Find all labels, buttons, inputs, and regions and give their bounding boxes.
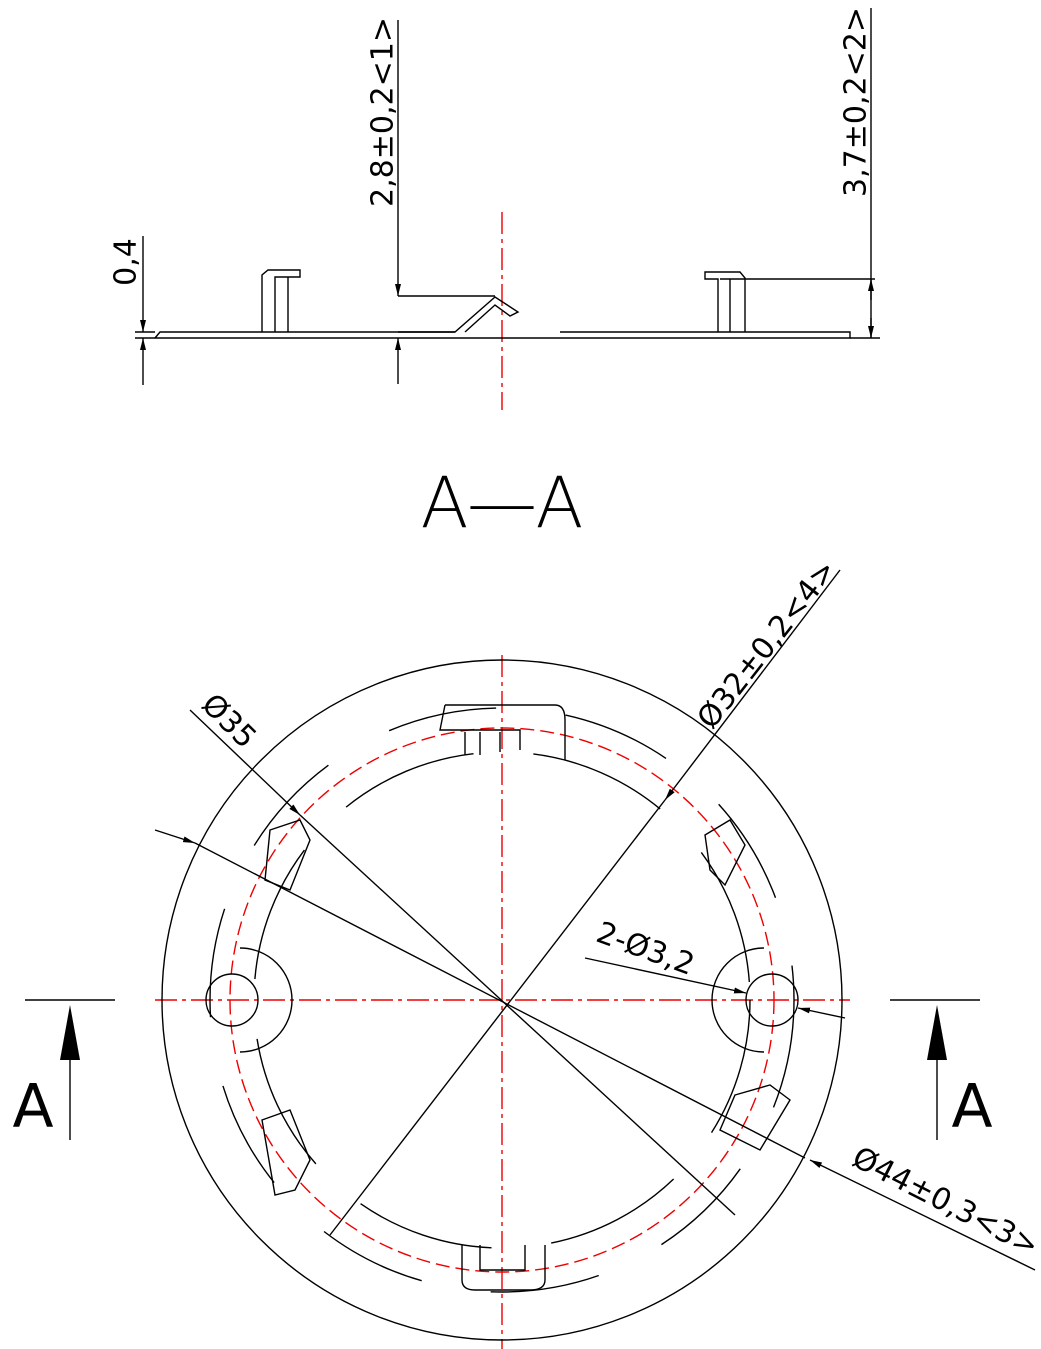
plan-view: Ø35 Ø32±0,2<4> 2-Ø3,2 Ø44±0,3<3> <box>154 553 1041 1349</box>
section-title: A—A <box>421 462 584 544</box>
section-marker-label: A <box>12 1072 53 1142</box>
dim-label: Ø32±0,2<4> <box>691 553 844 735</box>
side-view: 2,8±0,2<1> 3,7±0,2<2> 0,4 <box>109 7 880 410</box>
dim-label: 2,8±0,2<1> <box>366 17 401 207</box>
section-marker: A <box>890 999 993 1142</box>
dim-label: Ø44±0,3<3> <box>847 1140 1041 1264</box>
dim-label: 3,7±0,2<2> <box>839 7 874 197</box>
section-marker-label: A <box>951 1072 992 1142</box>
dim-label: 2-Ø3,2 <box>592 915 699 983</box>
section-marker: A <box>12 999 115 1142</box>
dim-label: 0,4 <box>109 238 144 286</box>
dim-label: Ø35 <box>194 687 262 755</box>
